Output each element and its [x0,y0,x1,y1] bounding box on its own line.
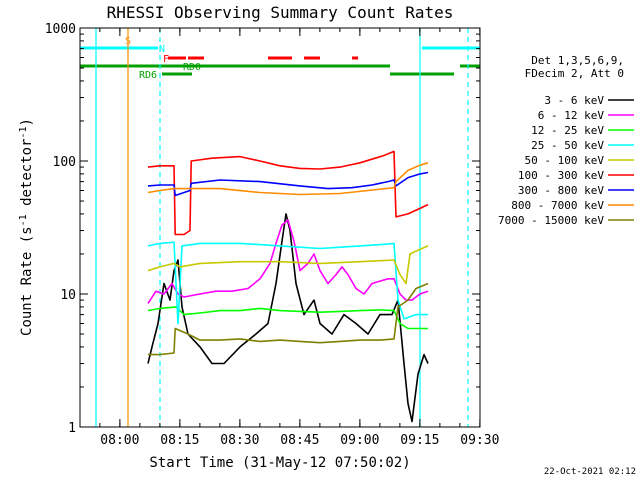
observing-flags: SNFRD0RD6 [80,36,480,81]
series-lines [147,150,429,423]
x-axis: 08:00 08:15 08:30 08:45 09:00 09:15 09:30 [99,28,499,448]
legend-header-1: FDecim 2, Att 0 [525,67,624,80]
y-axis-label-mid: detector [19,139,35,215]
legend-label-3: 25 - 50 keV [531,139,604,152]
series-line-7 [147,162,429,196]
x-axis-label: Start Time (31-May-12 07:50:02) [149,455,410,471]
legend-header-0: Det 1,3,5,6,9, [531,54,624,67]
y-tick-label-3: 1000 [45,22,76,37]
flag-label-f: F [163,54,169,65]
series-line-8 [148,282,429,356]
x-tick-label-2: 08:30 [220,433,259,448]
legend: Det 1,3,5,6,9,FDecim 2, Att 0 3 - 6 keV 6 … [498,54,634,227]
x-tick-label-0: 08:00 [100,433,139,448]
series-line-5 [147,150,429,236]
x-tick-label-1: 08:15 [160,433,199,448]
x-tick-label-6: 09:30 [460,433,499,448]
y-axis-label-main: Count Rate (s [19,226,35,336]
y-axis-label-sup2: -1 [18,126,29,138]
y-tick-label-0: 1 [68,421,76,436]
x-tick-label-3: 08:45 [280,433,319,448]
y-axis-label-end: ) [19,118,35,126]
y-axis-label-sup1: -1 [18,214,29,226]
x-tick-label-4: 09:00 [340,433,379,448]
vertical-markers [95,28,469,427]
x-tick-label-5: 09:15 [400,433,439,448]
flag-label-rd6: RD6 [139,70,157,81]
y-axis: 1 10 100 1000 [45,22,480,436]
series-line-6 [147,171,429,197]
legend-label-4: 50 - 100 keV [525,154,605,167]
legend-label-7: 800 - 7000 keV [511,199,604,212]
flag-label-n: N [159,44,165,55]
legend-label-6: 300 - 800 keV [518,184,604,197]
y-tick-label-2: 100 [53,155,76,170]
footer-timestamp: 22-Oct-2021 02:12 [544,467,636,477]
legend-label-8: 7000 - 15000 keV [498,214,604,227]
legend-label-2: 12 - 25 keV [531,124,604,137]
series-line-4 [147,245,429,285]
chart-title: RHESSI Observing Summary Count Rates [107,3,454,22]
flag-label-rd0: RD0 [183,62,201,73]
y-tick-label-1: 10 [60,288,76,303]
legend-label-5: 100 - 300 keV [518,169,604,182]
y-axis-label: Count Rate (s-1 detector-1) [18,118,36,336]
series-line-2 [147,306,428,330]
legend-label-0: 3 - 6 keV [544,94,604,107]
legend-label-1: 6 - 12 keV [538,109,605,122]
series-line-3 [147,241,428,325]
